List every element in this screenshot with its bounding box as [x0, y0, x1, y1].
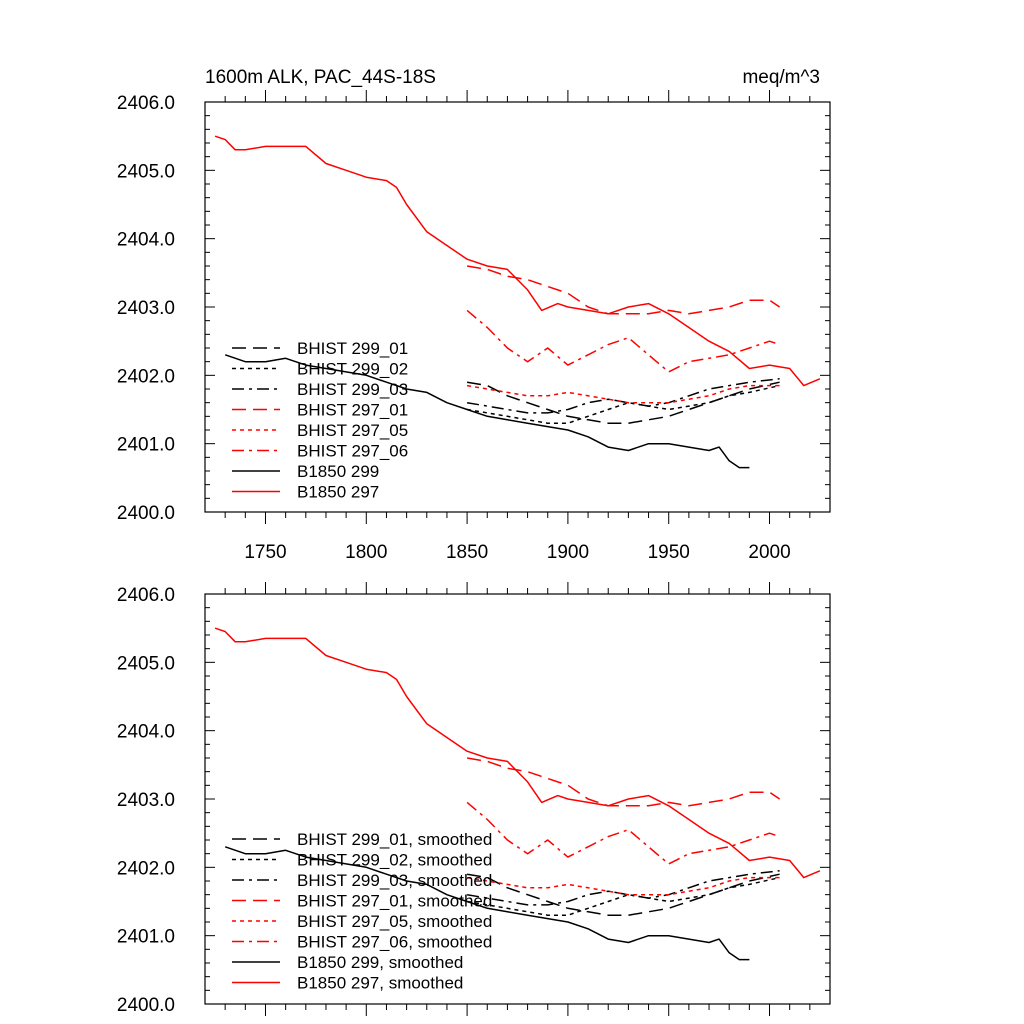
series-line-6 — [224, 846, 750, 961]
legend-label: BHIST 297_05, smoothed — [297, 912, 492, 931]
series-line-7 — [214, 627, 821, 879]
series-line-3 — [466, 757, 781, 807]
legend-label: BHIST 299_03, smoothed — [297, 871, 492, 890]
y-tick-label: 2406.0 — [117, 585, 175, 606]
y-tick-label: 2404.0 — [117, 230, 175, 251]
legend-label: BHIST 297_06 — [297, 442, 408, 461]
x-tick-label: 1900 — [547, 542, 589, 563]
legend-label: BHIST 297_01 — [297, 401, 408, 420]
legend-label: BHIST 299_03 — [297, 380, 408, 399]
y-tick-label: 2405.0 — [117, 653, 175, 674]
series-line-4 — [466, 876, 780, 896]
series-line-6 — [224, 354, 750, 469]
y-tick-label: 2404.0 — [117, 722, 175, 743]
series-line-5 — [466, 801, 780, 865]
x-tick-label: 1800 — [345, 542, 387, 563]
y-tick-label: 2400.0 — [117, 503, 175, 524]
series-line-3 — [466, 265, 781, 315]
y-tick-label: 2400.0 — [117, 995, 175, 1016]
legend-label: B1850 297, smoothed — [297, 974, 463, 993]
legend-label: BHIST 297_01, smoothed — [297, 892, 492, 911]
y-tick-label: 2402.0 — [117, 858, 175, 879]
x-tick-label: 1750 — [244, 542, 286, 563]
bottom-panel: 2400.0 2401.0 2402.0 2403.0 2404.0 2405.0 2406… — [117, 582, 831, 1016]
top-panel: 2400.0 2401.0 2402.0 2403.0 2404.0 2405.0 2406… — [117, 67, 831, 563]
series-line-0 — [466, 873, 780, 916]
legend-label: B1850 297 — [297, 483, 379, 502]
series-group — [214, 135, 821, 469]
x-tick-label: 2000 — [748, 542, 790, 563]
chart-title: 1600m ALK, PAC_44S-18S — [205, 67, 436, 88]
legend-label: BHIST 299_02, smoothed — [297, 851, 492, 870]
y-tick-label: 2401.0 — [117, 927, 175, 948]
series-line-7 — [214, 135, 821, 387]
legend-label: B1850 299, smoothed — [297, 953, 463, 972]
series-line-1 — [466, 384, 780, 424]
legend-label: BHIST 297_06, smoothed — [297, 933, 492, 952]
y-tick-label: 2403.0 — [117, 790, 175, 811]
y-tick-label: 2406.0 — [117, 93, 175, 114]
series-line-5 — [466, 309, 780, 373]
legend-label: BHIST 299_02 — [297, 360, 408, 379]
y-tick-label: 2403.0 — [117, 298, 175, 319]
series-line-1 — [466, 876, 780, 916]
legend-label: B1850 299 — [297, 462, 379, 481]
units-label: meq/m^3 — [742, 67, 820, 88]
series-group — [214, 627, 821, 961]
series-line-4 — [466, 384, 780, 404]
legend-label: BHIST 299_01, smoothed — [297, 830, 492, 849]
x-tick-label: 1850 — [446, 542, 488, 563]
series-line-0 — [466, 381, 780, 424]
y-tick-label: 2401.0 — [117, 435, 175, 456]
y-tick-label: 2405.0 — [117, 161, 175, 182]
x-tick-label: 1950 — [648, 542, 690, 563]
legend-label: BHIST 297_05 — [297, 421, 408, 440]
y-tick-label: 2402.0 — [117, 366, 175, 387]
legend-label: BHIST 299_01 — [297, 339, 408, 358]
